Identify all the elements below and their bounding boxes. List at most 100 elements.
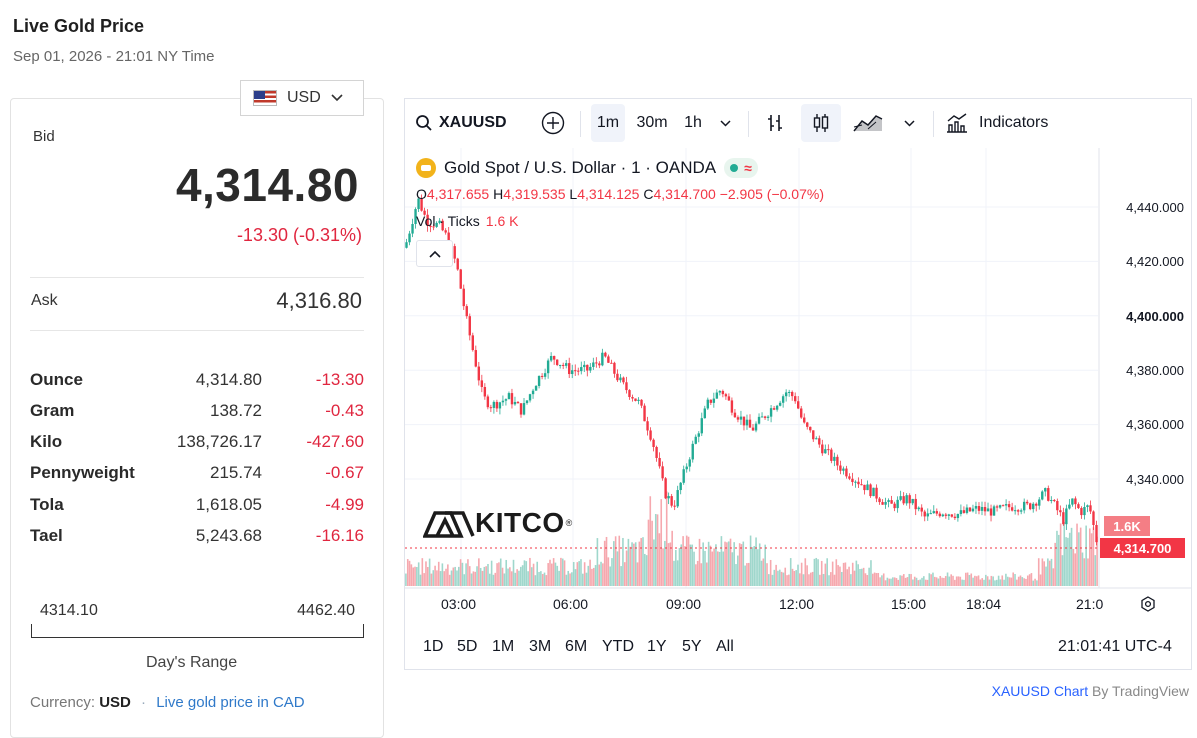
unit-name: Tola bbox=[30, 495, 64, 514]
volume-bar bbox=[1070, 527, 1073, 586]
volume-bar bbox=[448, 574, 451, 586]
candle-body bbox=[444, 230, 447, 233]
range-all-button[interactable]: All bbox=[716, 638, 734, 655]
volume-bar bbox=[943, 577, 945, 586]
chart-legend: Gold Spot / U.S. Dollar · 1 · OANDA ≈ bbox=[416, 158, 758, 178]
volume-bar bbox=[567, 570, 570, 586]
volume-bar bbox=[704, 550, 706, 586]
volume-bar bbox=[731, 552, 734, 586]
volume-bar bbox=[1045, 566, 1047, 586]
volume-bar bbox=[933, 576, 936, 586]
range-3m-button[interactable]: 3M bbox=[529, 638, 552, 655]
candle-body bbox=[790, 391, 794, 397]
volume-bar bbox=[609, 566, 611, 586]
range-ytd-button[interactable]: YTD bbox=[602, 638, 634, 655]
interval-30m-button[interactable]: 30m bbox=[633, 99, 671, 147]
chart-type-dropdown[interactable] bbox=[899, 99, 919, 147]
candle-body bbox=[1062, 512, 1065, 525]
volume-bar bbox=[972, 577, 974, 586]
volume-bar bbox=[1061, 555, 1064, 586]
candle-body bbox=[586, 364, 589, 371]
x-tick-label: 15:00 bbox=[891, 596, 927, 612]
candle-body bbox=[513, 401, 517, 405]
range-1m-button[interactable]: 1M bbox=[492, 638, 515, 655]
candle-body bbox=[1025, 501, 1029, 504]
candle-body bbox=[751, 427, 755, 431]
chart-clock[interactable]: 21:01:41 UTC-4 bbox=[1058, 638, 1172, 655]
volume-bar bbox=[702, 542, 704, 586]
bar-chart-button[interactable] bbox=[761, 99, 789, 147]
volume-bar bbox=[472, 571, 475, 586]
volume-bar bbox=[1056, 530, 1058, 586]
interval-1m-button[interactable]: 1m bbox=[591, 104, 625, 142]
x-tick-label: 18:04 bbox=[966, 596, 1002, 612]
settings-icon[interactable] bbox=[1140, 596, 1156, 612]
candle-body bbox=[558, 364, 562, 366]
volume-bar bbox=[995, 579, 998, 586]
range-5d-button[interactable]: 5D bbox=[457, 638, 478, 655]
tradingview-attribution[interactable]: XAUUSD Chart By TradingView bbox=[992, 683, 1189, 699]
area-chart-button[interactable] bbox=[851, 99, 885, 147]
volume-bar bbox=[707, 541, 710, 586]
unit-value: 4,314.80 bbox=[195, 370, 262, 389]
volume-bar bbox=[658, 533, 661, 586]
candles-chart-button[interactable] bbox=[801, 104, 841, 142]
volume-bar bbox=[600, 561, 602, 586]
interval-1h-button[interactable]: 1h bbox=[679, 99, 707, 147]
volume-bar bbox=[452, 567, 455, 586]
volume-bar bbox=[507, 568, 509, 586]
candle-body bbox=[459, 269, 462, 289]
volume-bar bbox=[908, 573, 911, 586]
candle-body bbox=[685, 466, 688, 470]
indicators-button[interactable]: Indicators bbox=[945, 99, 1048, 147]
range-6m-button[interactable]: 6M bbox=[565, 638, 588, 655]
cad-price-link[interactable]: Live gold price in CAD bbox=[156, 694, 305, 711]
low-value: 4,314.125 bbox=[577, 186, 640, 202]
range-5y-button[interactable]: 5Y bbox=[682, 638, 702, 655]
candle-body bbox=[453, 246, 456, 259]
volume-bar bbox=[1041, 558, 1044, 586]
candle-body bbox=[851, 478, 854, 483]
volume-bar bbox=[970, 573, 973, 586]
candle-body bbox=[908, 495, 911, 504]
candle-body bbox=[730, 400, 734, 413]
page-subtitle: Sep 01, 2026 - 21:01 NY Time bbox=[13, 48, 215, 65]
candle-body bbox=[670, 496, 673, 506]
currency-select[interactable]: USD bbox=[240, 80, 364, 116]
volume-bar bbox=[859, 568, 861, 586]
symbol-search-button[interactable]: XAUUSD bbox=[415, 99, 507, 147]
x-tick-label: 03:00 bbox=[441, 596, 477, 612]
range-1d-button[interactable]: 1D bbox=[423, 638, 444, 655]
volume-bar bbox=[795, 570, 797, 586]
separator-dot: · bbox=[141, 694, 147, 711]
volume-bar bbox=[645, 555, 648, 586]
candle-body bbox=[971, 508, 975, 512]
candle-body bbox=[495, 401, 499, 409]
volume-bar bbox=[560, 557, 562, 586]
unit-change: -4.99 bbox=[325, 495, 364, 514]
volume-bar bbox=[963, 579, 965, 586]
price-chart[interactable] bbox=[405, 148, 1191, 622]
volume-bar bbox=[1010, 577, 1013, 586]
volume-bar bbox=[481, 570, 484, 586]
volume-bar bbox=[1085, 525, 1087, 586]
candle-body bbox=[896, 499, 899, 509]
volume-bar bbox=[640, 538, 642, 586]
candle-body bbox=[754, 423, 758, 431]
volume-bar bbox=[1043, 561, 1046, 586]
volume-bar bbox=[1017, 576, 1020, 586]
candle-body bbox=[1016, 510, 1020, 512]
volume-bar bbox=[851, 562, 854, 586]
volume-bar bbox=[1014, 574, 1016, 586]
range-1y-button[interactable]: 1Y bbox=[647, 638, 667, 655]
interval-dropdown[interactable] bbox=[715, 99, 735, 147]
attribution-link[interactable]: XAUUSD Chart bbox=[991, 683, 1089, 699]
compare-button[interactable] bbox=[539, 99, 567, 147]
candle-body bbox=[962, 510, 966, 513]
volume-bar bbox=[892, 577, 894, 586]
market-status-badge[interactable]: ≈ bbox=[724, 158, 758, 178]
volume-bar bbox=[459, 559, 462, 586]
collapse-legend-button[interactable] bbox=[416, 240, 453, 267]
candle-body bbox=[682, 469, 685, 483]
candle-body bbox=[411, 224, 414, 234]
